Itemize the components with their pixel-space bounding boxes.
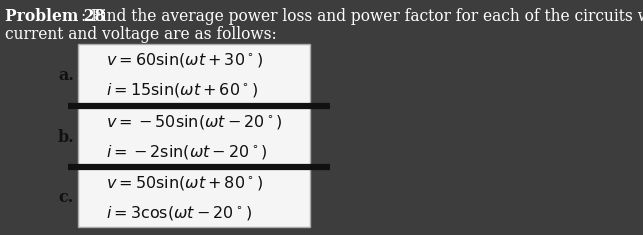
Text: $v = -50 \sin (\omega t - 20^\circ)$: $v = -50 \sin (\omega t - 20^\circ)$: [106, 113, 283, 131]
Text: a.: a.: [58, 67, 74, 83]
Bar: [78, 44, 310, 227]
Text: $v = 60 \sin (\omega t + 30^\circ)$: $v = 60 \sin (\omega t + 30^\circ)$: [106, 51, 263, 69]
Text: $i = 15 \sin (\omega t + 60^\circ)$: $i = 15 \sin (\omega t + 60^\circ)$: [106, 81, 258, 99]
Text: $i = -2 \sin (\omega t - 20^\circ)$: $i = -2 \sin (\omega t - 20^\circ)$: [106, 143, 267, 161]
Text: : Find the average power loss and power factor for each of the circuits whose in: : Find the average power loss and power …: [81, 8, 643, 25]
Text: $i = 3 \cos (\omega t - 20^\circ)$: $i = 3 \cos (\omega t - 20^\circ)$: [106, 204, 252, 222]
Text: current and voltage are as follows:: current and voltage are as follows:: [5, 26, 276, 43]
Text: b.: b.: [57, 129, 74, 145]
Text: $v = 50 \sin (\omega t + 80^\circ)$: $v = 50 \sin (\omega t + 80^\circ)$: [106, 174, 263, 192]
Text: Problem 28: Problem 28: [5, 8, 105, 25]
Text: c.: c.: [59, 189, 74, 207]
